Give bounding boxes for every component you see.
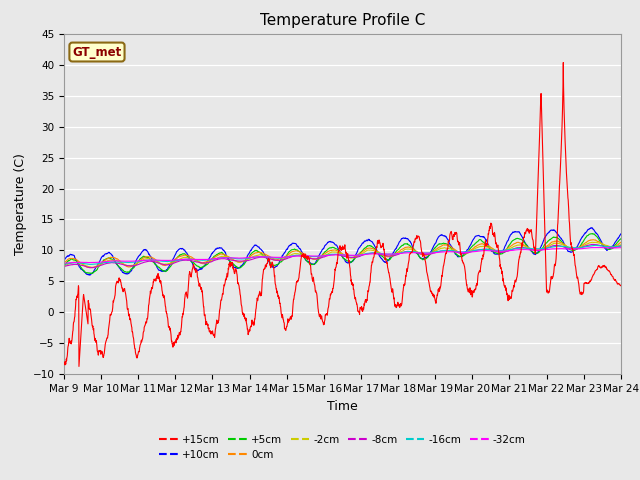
Y-axis label: Temperature (C): Temperature (C) xyxy=(14,153,27,255)
Text: GT_met: GT_met xyxy=(72,46,122,59)
Legend: +15cm, +10cm, +5cm, 0cm, -2cm, -8cm, -16cm, -32cm: +15cm, +10cm, +5cm, 0cm, -2cm, -8cm, -16… xyxy=(155,431,530,464)
X-axis label: Time: Time xyxy=(327,400,358,413)
Title: Temperature Profile C: Temperature Profile C xyxy=(260,13,425,28)
